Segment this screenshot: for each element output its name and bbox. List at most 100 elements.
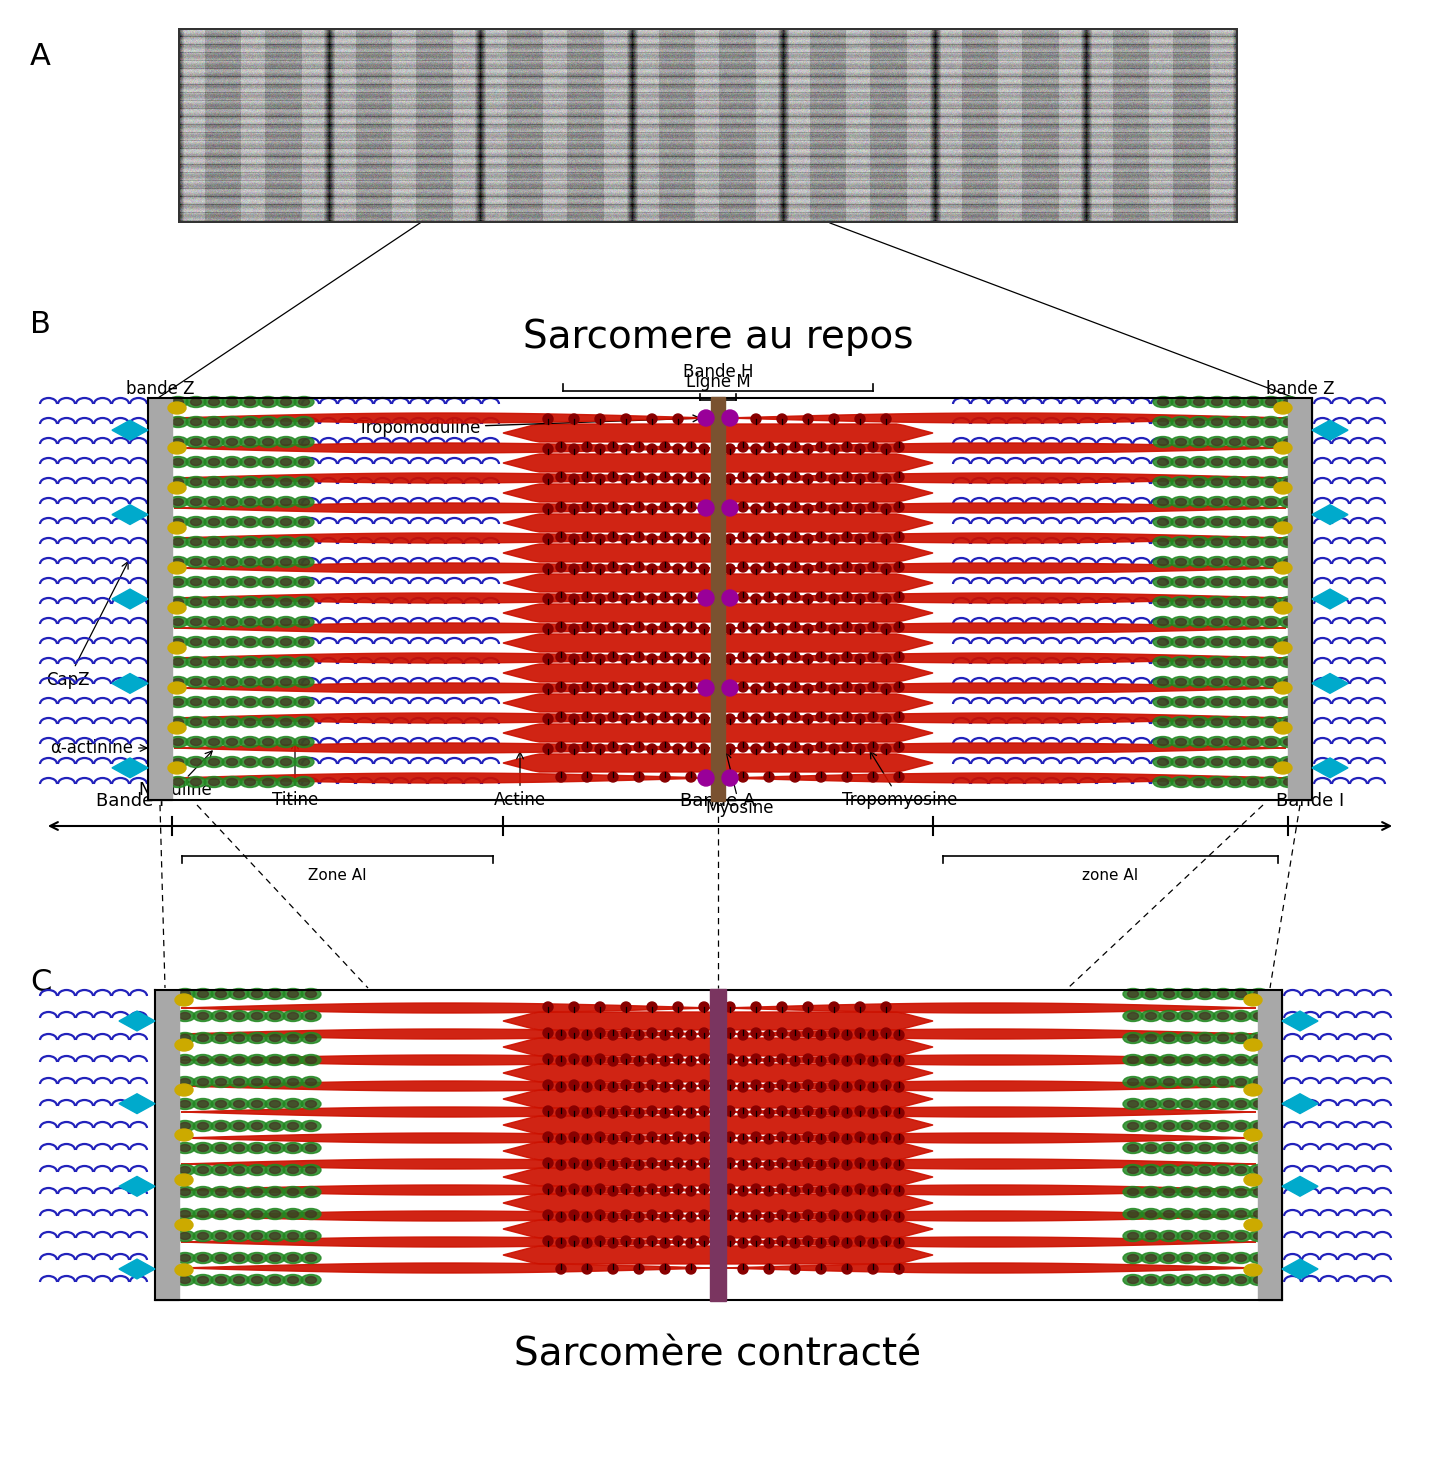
- Circle shape: [738, 1264, 748, 1275]
- Circle shape: [841, 772, 852, 783]
- Polygon shape: [174, 564, 709, 572]
- Ellipse shape: [1284, 658, 1294, 666]
- Circle shape: [725, 1107, 735, 1115]
- Circle shape: [790, 1264, 800, 1275]
- Ellipse shape: [294, 676, 314, 688]
- Circle shape: [699, 714, 709, 724]
- Ellipse shape: [1153, 536, 1173, 548]
- Ellipse shape: [244, 638, 256, 645]
- Circle shape: [673, 1080, 684, 1091]
- Ellipse shape: [215, 1254, 227, 1261]
- Circle shape: [648, 714, 658, 724]
- Ellipse shape: [1249, 1032, 1269, 1044]
- Ellipse shape: [234, 1012, 244, 1019]
- Circle shape: [648, 1158, 658, 1168]
- Ellipse shape: [1195, 1187, 1215, 1197]
- Ellipse shape: [198, 1101, 208, 1108]
- Circle shape: [673, 1028, 684, 1038]
- Ellipse shape: [1199, 1167, 1211, 1174]
- Ellipse shape: [1265, 479, 1277, 486]
- Polygon shape: [1313, 673, 1348, 694]
- Ellipse shape: [280, 399, 292, 406]
- Circle shape: [854, 623, 864, 634]
- Circle shape: [712, 442, 722, 453]
- Ellipse shape: [1279, 397, 1300, 407]
- Circle shape: [582, 1161, 592, 1169]
- Ellipse shape: [1279, 637, 1300, 647]
- Ellipse shape: [1231, 1253, 1251, 1263]
- Circle shape: [699, 534, 709, 545]
- Circle shape: [607, 1238, 617, 1248]
- Circle shape: [607, 772, 617, 783]
- Ellipse shape: [299, 759, 310, 765]
- Circle shape: [854, 1158, 864, 1168]
- Circle shape: [764, 1238, 774, 1248]
- Ellipse shape: [1182, 1057, 1192, 1063]
- Circle shape: [738, 742, 748, 752]
- Ellipse shape: [1193, 778, 1205, 785]
- Ellipse shape: [215, 1101, 227, 1108]
- Ellipse shape: [1153, 476, 1173, 488]
- Ellipse shape: [1218, 1079, 1229, 1085]
- Circle shape: [661, 712, 671, 723]
- Ellipse shape: [1231, 988, 1251, 1000]
- Ellipse shape: [1189, 496, 1209, 508]
- Circle shape: [543, 504, 553, 514]
- Circle shape: [790, 562, 800, 572]
- Ellipse shape: [1193, 399, 1205, 406]
- Ellipse shape: [1261, 536, 1281, 548]
- Ellipse shape: [258, 717, 279, 727]
- Circle shape: [816, 622, 826, 632]
- Ellipse shape: [240, 637, 260, 647]
- Ellipse shape: [168, 762, 187, 774]
- Ellipse shape: [306, 1101, 316, 1108]
- Circle shape: [841, 442, 852, 453]
- Circle shape: [635, 472, 643, 482]
- Circle shape: [648, 683, 658, 694]
- Ellipse shape: [1248, 559, 1258, 565]
- Ellipse shape: [172, 539, 184, 546]
- Circle shape: [556, 772, 566, 783]
- Ellipse shape: [299, 778, 310, 785]
- Circle shape: [661, 472, 671, 482]
- Ellipse shape: [1123, 1253, 1143, 1263]
- Ellipse shape: [299, 619, 310, 625]
- Circle shape: [764, 1082, 774, 1092]
- Ellipse shape: [299, 559, 310, 565]
- Text: CapZ: CapZ: [46, 562, 128, 689]
- Circle shape: [841, 531, 852, 542]
- Ellipse shape: [1142, 1253, 1160, 1263]
- Ellipse shape: [227, 419, 237, 425]
- Circle shape: [686, 712, 696, 723]
- Circle shape: [712, 772, 722, 783]
- Ellipse shape: [228, 1010, 248, 1022]
- Ellipse shape: [1261, 637, 1281, 647]
- Circle shape: [673, 504, 684, 514]
- Ellipse shape: [1274, 482, 1292, 493]
- Ellipse shape: [204, 437, 224, 448]
- Circle shape: [556, 1056, 566, 1066]
- Ellipse shape: [228, 1253, 248, 1263]
- Circle shape: [829, 1158, 839, 1168]
- Circle shape: [816, 442, 826, 453]
- Ellipse shape: [204, 637, 224, 647]
- Circle shape: [607, 622, 617, 632]
- Circle shape: [686, 1029, 696, 1040]
- Ellipse shape: [192, 1143, 213, 1153]
- Bar: [155, 990, 180, 1299]
- Circle shape: [620, 623, 630, 634]
- Ellipse shape: [215, 990, 227, 997]
- Text: Actine: Actine: [494, 752, 546, 809]
- Ellipse shape: [1274, 723, 1292, 734]
- Circle shape: [854, 564, 864, 574]
- Ellipse shape: [227, 619, 237, 625]
- Circle shape: [725, 654, 735, 664]
- Ellipse shape: [1212, 399, 1222, 406]
- Circle shape: [751, 504, 761, 514]
- Circle shape: [543, 714, 553, 724]
- Circle shape: [790, 1212, 800, 1222]
- Circle shape: [661, 562, 671, 572]
- Ellipse shape: [234, 1254, 244, 1261]
- Circle shape: [661, 653, 671, 661]
- Ellipse shape: [302, 1253, 322, 1263]
